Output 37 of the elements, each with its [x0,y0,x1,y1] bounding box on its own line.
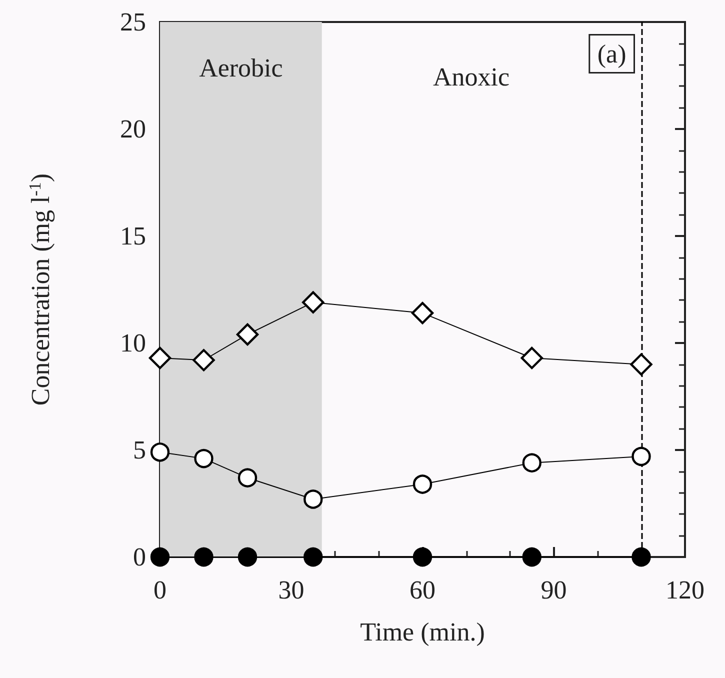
point [412,474,432,494]
x-tick-label: 90 [540,576,567,604]
x-tick-label: 30 [278,576,304,604]
point [302,291,324,314]
y-tick-label: 20 [120,114,146,144]
point [194,547,214,567]
point [150,547,170,567]
x-axis-title: Time (min.) [360,618,485,646]
point [150,442,170,462]
band-label: Aerobic [199,54,283,82]
point [148,346,172,370]
y-tick-label: 25 [120,8,146,36]
point [632,446,651,466]
x-tick-label: 60 [410,576,436,604]
point [238,547,258,567]
y-tick-label: 5 [133,436,146,464]
y-tick-label: 15 [120,222,146,250]
point [194,448,214,468]
point [238,468,258,488]
annotation: (a) [597,39,626,68]
y-axis-title: Concentration (mg l-1) [25,173,56,406]
point [522,547,542,567]
x-tick-label: 120 [666,576,704,604]
y-tick-label: 0 [133,542,146,572]
point [520,346,543,370]
point [304,490,323,509]
point [522,453,542,472]
point [236,323,259,346]
point [192,349,215,372]
point [632,547,651,567]
x-tick-label: 0 [154,576,166,604]
point [411,302,434,324]
point [630,353,652,376]
y-tick-label: 10 [120,328,146,358]
point [412,547,432,567]
point [304,547,323,567]
annotation: Anoxic [433,62,510,92]
